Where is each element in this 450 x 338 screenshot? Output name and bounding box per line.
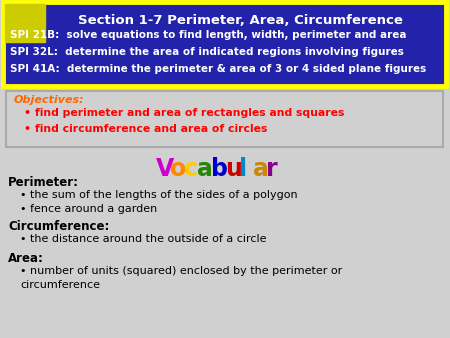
Text: SPI 32L:  determine the area of indicated regions involving figures: SPI 32L: determine the area of indicated…: [10, 47, 404, 57]
Text: Section 1-7 Perimeter, Area, Circumference: Section 1-7 Perimeter, Area, Circumferen…: [77, 14, 402, 27]
Text: Perimeter:: Perimeter:: [8, 176, 79, 189]
Text: a: a: [198, 157, 213, 181]
Text: • number of units (squared) enclosed by the perimeter or: • number of units (squared) enclosed by …: [20, 266, 342, 276]
Text: • find perimeter and area of rectangles and squares: • find perimeter and area of rectangles …: [24, 108, 344, 118]
Text: Area:: Area:: [8, 252, 44, 265]
Text: • fence around a garden: • fence around a garden: [20, 204, 157, 214]
Text: • the sum of the lengths of the sides of a polygon: • the sum of the lengths of the sides of…: [20, 190, 297, 200]
Text: • find circumference and area of circles: • find circumference and area of circles: [24, 124, 267, 134]
Text: l: l: [239, 157, 247, 181]
Text: c: c: [184, 157, 198, 181]
Text: circumference: circumference: [20, 280, 100, 290]
Text: u: u: [225, 157, 242, 181]
Text: SPI 21B:  solve equations to find length, width, perimeter and area: SPI 21B: solve equations to find length,…: [10, 30, 406, 40]
Text: SPI 41A:  determine the perimeter & area of 3 or 4 sided plane figures: SPI 41A: determine the perimeter & area …: [10, 64, 426, 74]
Text: a: a: [252, 157, 269, 181]
Text: • the distance around the outside of a circle: • the distance around the outside of a c…: [20, 234, 266, 244]
Text: Objectives:: Objectives:: [14, 95, 85, 105]
FancyBboxPatch shape: [5, 4, 45, 42]
Text: Circumference:: Circumference:: [8, 220, 109, 233]
Text: o: o: [170, 157, 186, 181]
Text: r: r: [266, 157, 278, 181]
FancyBboxPatch shape: [6, 91, 443, 147]
Text: V: V: [156, 157, 174, 181]
Text: b: b: [211, 157, 228, 181]
FancyBboxPatch shape: [3, 2, 446, 86]
